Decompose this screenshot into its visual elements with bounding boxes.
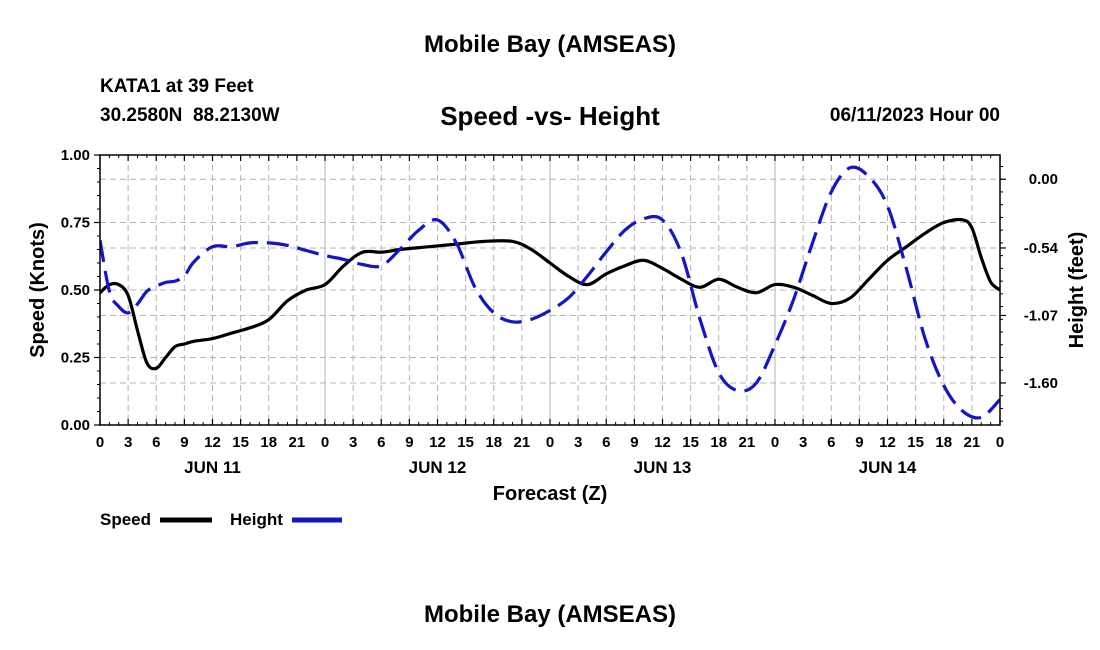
y-right-tick-label: -1.07 — [1024, 307, 1058, 324]
grid-layer — [100, 155, 1000, 425]
y-right-tick-label: 0.00 — [1029, 171, 1058, 188]
x-tick-label: 3 — [799, 434, 807, 451]
axis-layer: 0 3 6 9 12 15 18 21 0 3 6 9 12 15 18 21 0 3 6 9 12 15 18 21 0 3 6 9… — [61, 147, 1059, 477]
x-tick-label: 9 — [180, 434, 188, 451]
x-tick-label: 3 — [124, 434, 132, 451]
x-tick-label: 0 — [771, 434, 779, 451]
x-tick-label: 18 — [935, 434, 952, 451]
x-tick-label: 9 — [630, 434, 638, 451]
x-axis-title: Forecast (Z) — [493, 483, 607, 505]
x-tick-label: 6 — [827, 434, 835, 451]
x-tick-label: 12 — [654, 434, 671, 451]
x-tick-label: 12 — [204, 434, 221, 451]
x-tick-label: 0 — [996, 434, 1004, 451]
y-left-tick-label: 1.00 — [61, 147, 90, 164]
x-tick-label: 18 — [260, 434, 277, 451]
x-tick-label: 6 — [152, 434, 160, 451]
y-axis-right-title: Height (feet) — [1066, 232, 1088, 349]
x-tick-label: 0 — [96, 434, 104, 451]
y-left-tick-label: 0.75 — [61, 215, 90, 232]
legend: Speed Height — [100, 510, 342, 529]
chart-subtitle: Speed -vs- Height — [440, 101, 660, 131]
x-tick-label: 6 — [377, 434, 385, 451]
x-tick-label: 21 — [739, 434, 756, 451]
x-tick-label: 0 — [321, 434, 329, 451]
page-title: Mobile Bay (AMSEAS) — [423, 31, 677, 58]
x-tick-label: 21 — [964, 434, 981, 451]
x-tick-label: 18 — [710, 434, 727, 451]
y-left-tick-label: 0.50 — [61, 282, 90, 299]
x-tick-label: 15 — [232, 434, 249, 451]
x-tick-label: 12 — [879, 434, 896, 451]
x-tick-label: 3 — [349, 434, 357, 451]
y-right-tick-label: -0.54 — [1024, 240, 1059, 257]
station-coordinates: 30.2580N 88.2130W — [100, 105, 280, 126]
x-day-label: JUN 11 — [184, 458, 241, 477]
x-day-label: JUN 14 — [859, 458, 917, 477]
x-tick-label: 9 — [855, 434, 863, 451]
x-tick-label: 21 — [289, 434, 306, 451]
x-tick-label: 15 — [682, 434, 699, 451]
x-tick-label: 15 — [457, 434, 474, 451]
x-tick-label: 6 — [602, 434, 610, 451]
forecast-datetime: 06/11/2023 Hour 00 — [829, 105, 1000, 126]
y-right-tick-label: -1.60 — [1024, 375, 1058, 392]
y-left-tick-label: 0.25 — [61, 350, 90, 367]
series-line-height — [100, 165, 1000, 420]
x-tick-label: 9 — [405, 434, 413, 451]
y-left-tick-label: 0.00 — [61, 417, 90, 434]
x-tick-label: 21 — [514, 434, 531, 451]
x-day-label: JUN 12 — [409, 458, 467, 477]
x-tick-label: 18 — [485, 434, 502, 451]
y-axis-left-title: Speed (Knots) — [27, 222, 49, 358]
footer-title: Mobile Bay (AMSEAS) — [423, 601, 677, 628]
station-name: KATA1 at 39 Feet — [100, 76, 254, 97]
x-tick-label: 15 — [907, 434, 924, 451]
series-layer — [100, 165, 1000, 420]
legend-label-height: Height — [230, 510, 283, 529]
x-day-label: JUN 13 — [634, 458, 692, 477]
x-tick-label: 12 — [429, 434, 446, 451]
series-line-speed — [100, 217, 1000, 371]
x-tick-label: 3 — [574, 434, 582, 451]
x-tick-label: 0 — [546, 434, 554, 451]
legend-label-speed: Speed — [100, 510, 151, 529]
